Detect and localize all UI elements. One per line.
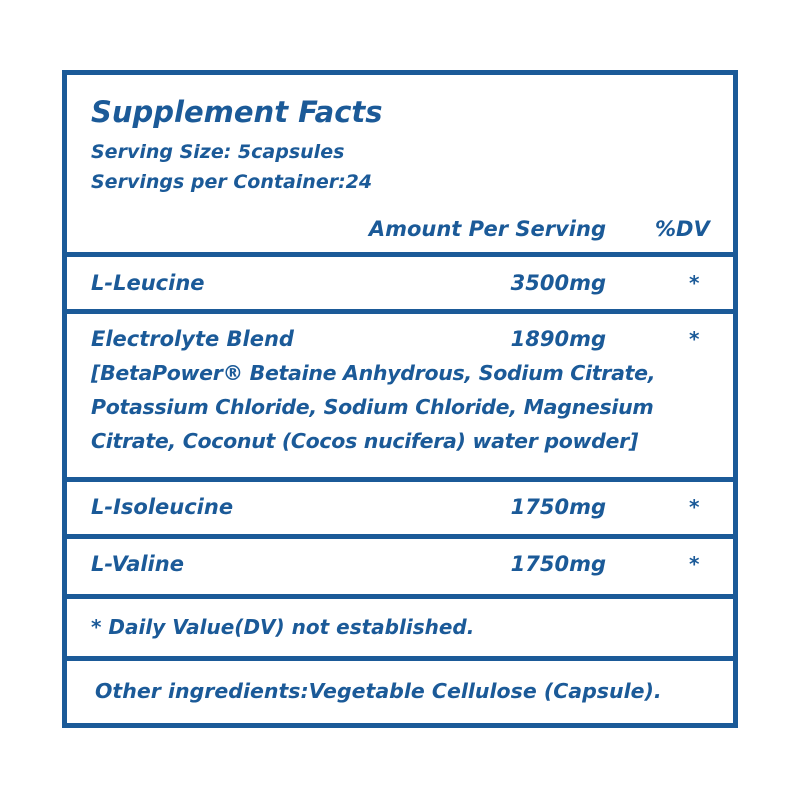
other-ingredients: Other ingredients:Vegetable Cellulose (C… (95, 679, 662, 703)
ingredient-amount: 3500mg (510, 271, 606, 295)
ingredient-name: L-Isoleucine (91, 495, 234, 519)
ingredient-name: Electrolyte Blend (91, 327, 294, 351)
ingredient-dv: * (689, 552, 700, 576)
divider (67, 594, 733, 599)
blend-detail-line: Potassium Chloride, Sodium Chloride, Mag… (91, 395, 654, 419)
supplement-facts-panel: Supplement Facts Serving Size: 5capsules… (62, 70, 738, 728)
servings-per-container: Servings per Container:24 (91, 171, 373, 193)
ingredient-name: L-Valine (91, 552, 184, 576)
blend-detail-line: Citrate, Coconut (Cocos nucifera) water … (91, 429, 639, 453)
ingredient-dv: * (689, 271, 700, 295)
blend-detail-line: [BetaPower® Betaine Anhydrous, Sodium Ci… (91, 361, 656, 385)
ingredient-name: L-Leucine (91, 271, 205, 295)
amount-header: Amount Per Serving (368, 217, 606, 241)
dv-header: %DV (655, 217, 710, 241)
ingredient-amount: 1890mg (510, 327, 606, 351)
ingredient-dv: * (689, 495, 700, 519)
divider (67, 656, 733, 661)
footnote: * Daily Value(DV) not established. (91, 615, 475, 639)
panel-title: Supplement Facts (91, 95, 383, 129)
divider (67, 534, 733, 539)
ingredient-amount: 1750mg (510, 495, 606, 519)
divider (67, 309, 733, 314)
divider (67, 477, 733, 482)
ingredient-amount: 1750mg (510, 552, 606, 576)
serving-size: Serving Size: 5capsules (91, 141, 345, 163)
ingredient-dv: * (689, 327, 700, 351)
divider (67, 252, 733, 257)
